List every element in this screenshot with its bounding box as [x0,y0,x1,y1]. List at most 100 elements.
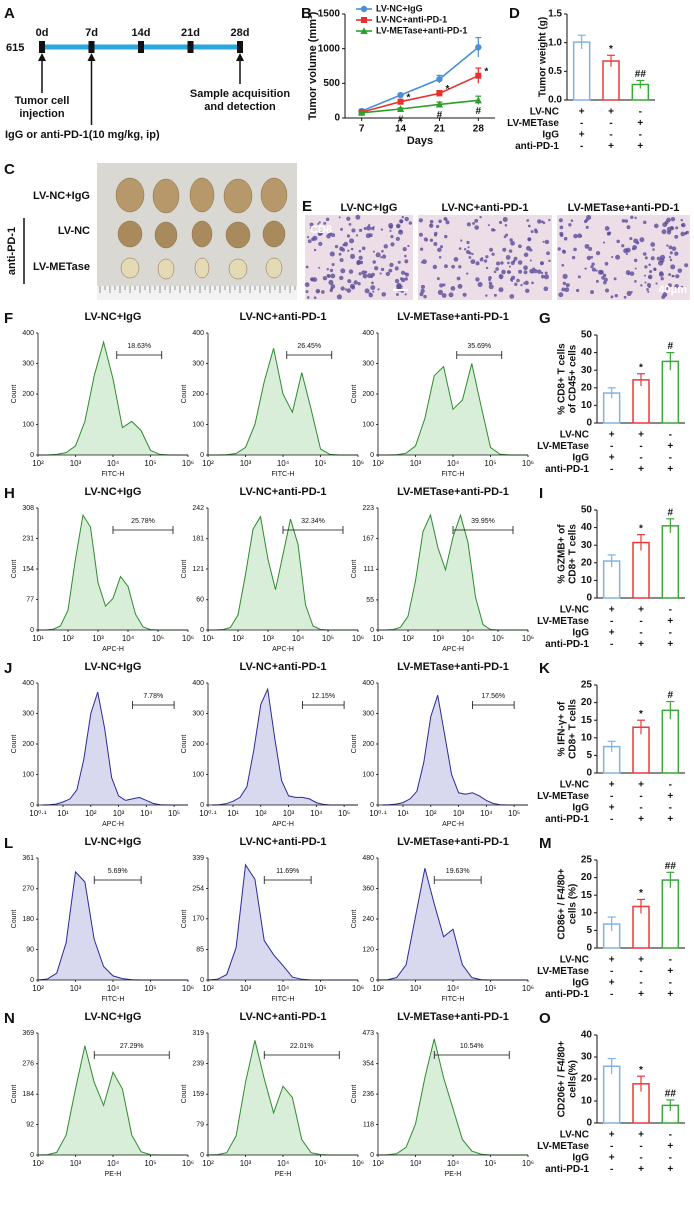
nucleus [677,268,683,273]
y-tick-label: 1.0 [548,37,562,48]
nucleus [570,219,574,222]
plot-title: LV-NC+IgG [85,311,142,323]
nucleus [390,235,394,239]
image-title: LV-METase+anti-PD-1 [568,202,680,214]
nucleus [340,268,346,274]
nucleus [318,266,321,269]
x-tick-label: 10³ [410,1159,422,1168]
y-tick-label: 10 [581,907,593,918]
gate [263,1051,340,1059]
x-tick-label: 10⁵ [314,1159,326,1168]
panel-letter: L [4,835,13,852]
design-sign: + [638,605,644,616]
tumor [189,177,215,213]
nucleus [501,269,506,275]
y-tick-label: 10 [581,1096,593,1107]
histogram-fill [208,348,358,455]
nucleus [444,234,448,239]
design-sign: - [639,791,642,802]
x-tick-label: 10⁵ [484,1159,496,1168]
design-sign: + [638,1164,644,1175]
histogram-fill [38,515,188,630]
nucleus [495,267,499,271]
nucleus [498,220,503,225]
tumor [117,220,143,248]
nucleus [400,277,406,283]
nucleus [503,235,507,239]
design-sign: - [669,1130,672,1141]
nucleus [602,241,605,244]
nucleus [680,218,683,222]
design-label: LV-NC [560,955,589,966]
x-tick-label: 10² [372,1159,384,1168]
design-sign: - [609,118,612,129]
y-tick-label: 181 [192,536,204,543]
nucleus [685,230,689,235]
nucleus [504,223,508,227]
image-title: LV-NC+IgG [341,202,398,214]
nucleus [652,248,655,251]
nucleus [361,246,366,251]
nucleus [467,246,470,249]
x-tick-label: 10³ [432,634,444,643]
design-sign: - [639,1153,642,1164]
y-axis-label: Count [11,385,18,404]
nucleus [329,268,334,273]
nucleus [423,237,428,242]
design-sign: + [638,814,644,825]
nucleus [318,221,321,224]
histogram-curve [42,691,188,806]
nucleus [361,270,366,275]
design-label: LV-METase [537,966,589,977]
x-tick-label: 14 [395,124,407,135]
y-tick-label: 276 [22,1061,34,1068]
y-tick-label: 319 [192,1030,204,1037]
nucleus [561,287,566,292]
x-tick-label: 10⁴ [107,1159,120,1168]
nucleus [576,288,580,293]
x-tick-label: 10¹ [397,809,409,818]
significance-label: # [668,690,674,701]
legend-label: LV-NC+anti-PD-1 [376,14,447,24]
nucleus [675,274,680,279]
nucleus [643,274,646,277]
nucleus [309,222,314,227]
y-axis-label: Tumor volume (mm³) [307,11,319,120]
y-tick-label: 40 [581,1030,593,1041]
x-tick-label: 10¹ [32,634,44,643]
x-tick-label: 10⁴ [447,459,460,468]
nucleus [523,265,528,271]
y-tick-label: 480 [362,855,374,862]
y-tick-label: 100 [362,421,374,428]
nucleus [634,216,637,220]
nucleus [419,292,424,297]
nucleus [500,261,504,265]
nucleus [388,268,393,273]
design-sign: + [667,814,673,825]
nucleus [624,219,629,223]
x-tick-label: 10² [32,1159,44,1168]
design-sign: - [610,639,613,650]
nucleus [590,255,594,259]
design-sign: - [639,616,642,627]
design-label: IgG [572,803,589,814]
nucleus [540,271,544,275]
y-tick-label: 200 [192,391,204,398]
nucleus [650,242,656,247]
significance-label: * [639,888,643,899]
nucleus [305,265,309,269]
nucleus [380,256,383,259]
design-sign: + [609,430,615,441]
y-tick-label: 369 [22,1030,34,1037]
x-tick-label: 10³ [240,984,252,993]
gate-label: 12.15% [311,693,335,700]
nucleus [488,278,491,282]
design-sign: + [609,955,615,966]
nucleus [671,246,677,251]
design-sign: - [610,1164,613,1175]
y-tick-label: 354 [362,1061,374,1068]
nucleus [477,281,483,287]
nucleus [648,263,651,267]
y-tick-label: 25 [581,680,593,691]
y-axis-label: Count [11,560,18,579]
